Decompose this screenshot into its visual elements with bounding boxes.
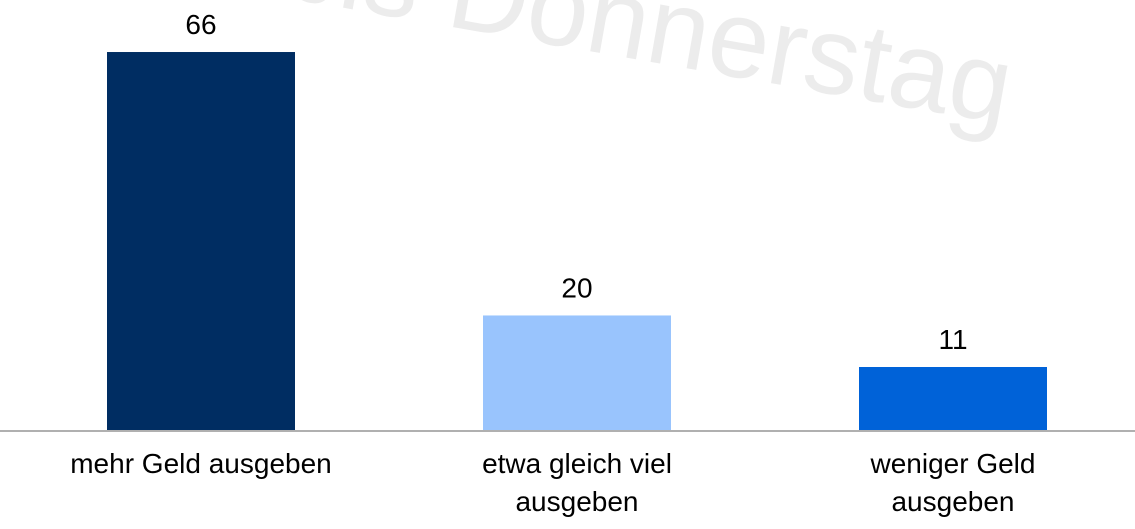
- bar: [859, 367, 1047, 430]
- bar: [107, 52, 295, 430]
- value-label: 20: [561, 272, 592, 303]
- value-label: 66: [185, 9, 216, 40]
- watermark: bis Donnerstag: [272, 0, 1022, 148]
- x-tick-label: weniger Geld ausgeben: [870, 448, 1036, 517]
- bar: [483, 315, 671, 430]
- x-tick-label: mehr Geld ausgeben: [70, 448, 332, 479]
- value-label: 11: [938, 324, 967, 355]
- x-tick-label: etwa gleich viel ausgeben: [482, 448, 672, 517]
